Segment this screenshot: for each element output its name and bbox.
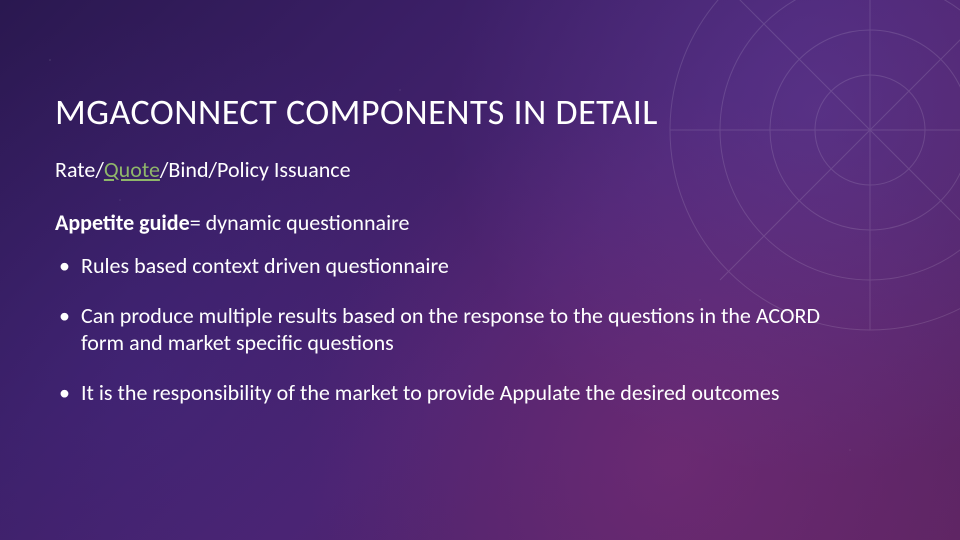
subhead-rest: = dynamic questionnaire <box>190 209 410 236</box>
bullet-item: Rules based context driven questionnaire <box>55 252 861 280</box>
subhead-bold: Appetite guide <box>55 209 190 236</box>
bullet-list: Rules based context driven questionnaire… <box>55 252 900 406</box>
subtitle-pre: Rate/ <box>55 156 104 183</box>
bullet-item: Can produce multiple results based on th… <box>55 302 861 357</box>
slide-subhead: Appetite guide= dynamic questionnaire <box>55 209 900 236</box>
subtitle-highlight: Quote <box>104 156 160 183</box>
slide-title: MGACONNECT COMPONENTS IN DETAIL <box>55 90 900 134</box>
subtitle-post: /Bind/Policy Issuance <box>160 156 351 183</box>
slide: MGACONNECT COMPONENTS IN DETAIL Rate/Quo… <box>0 0 960 540</box>
bullet-item: It is the responsibility of the market t… <box>55 379 861 407</box>
slide-subtitle: Rate/Quote/Bind/Policy Issuance <box>55 156 900 183</box>
slide-content: MGACONNECT COMPONENTS IN DETAIL Rate/Quo… <box>55 90 900 428</box>
